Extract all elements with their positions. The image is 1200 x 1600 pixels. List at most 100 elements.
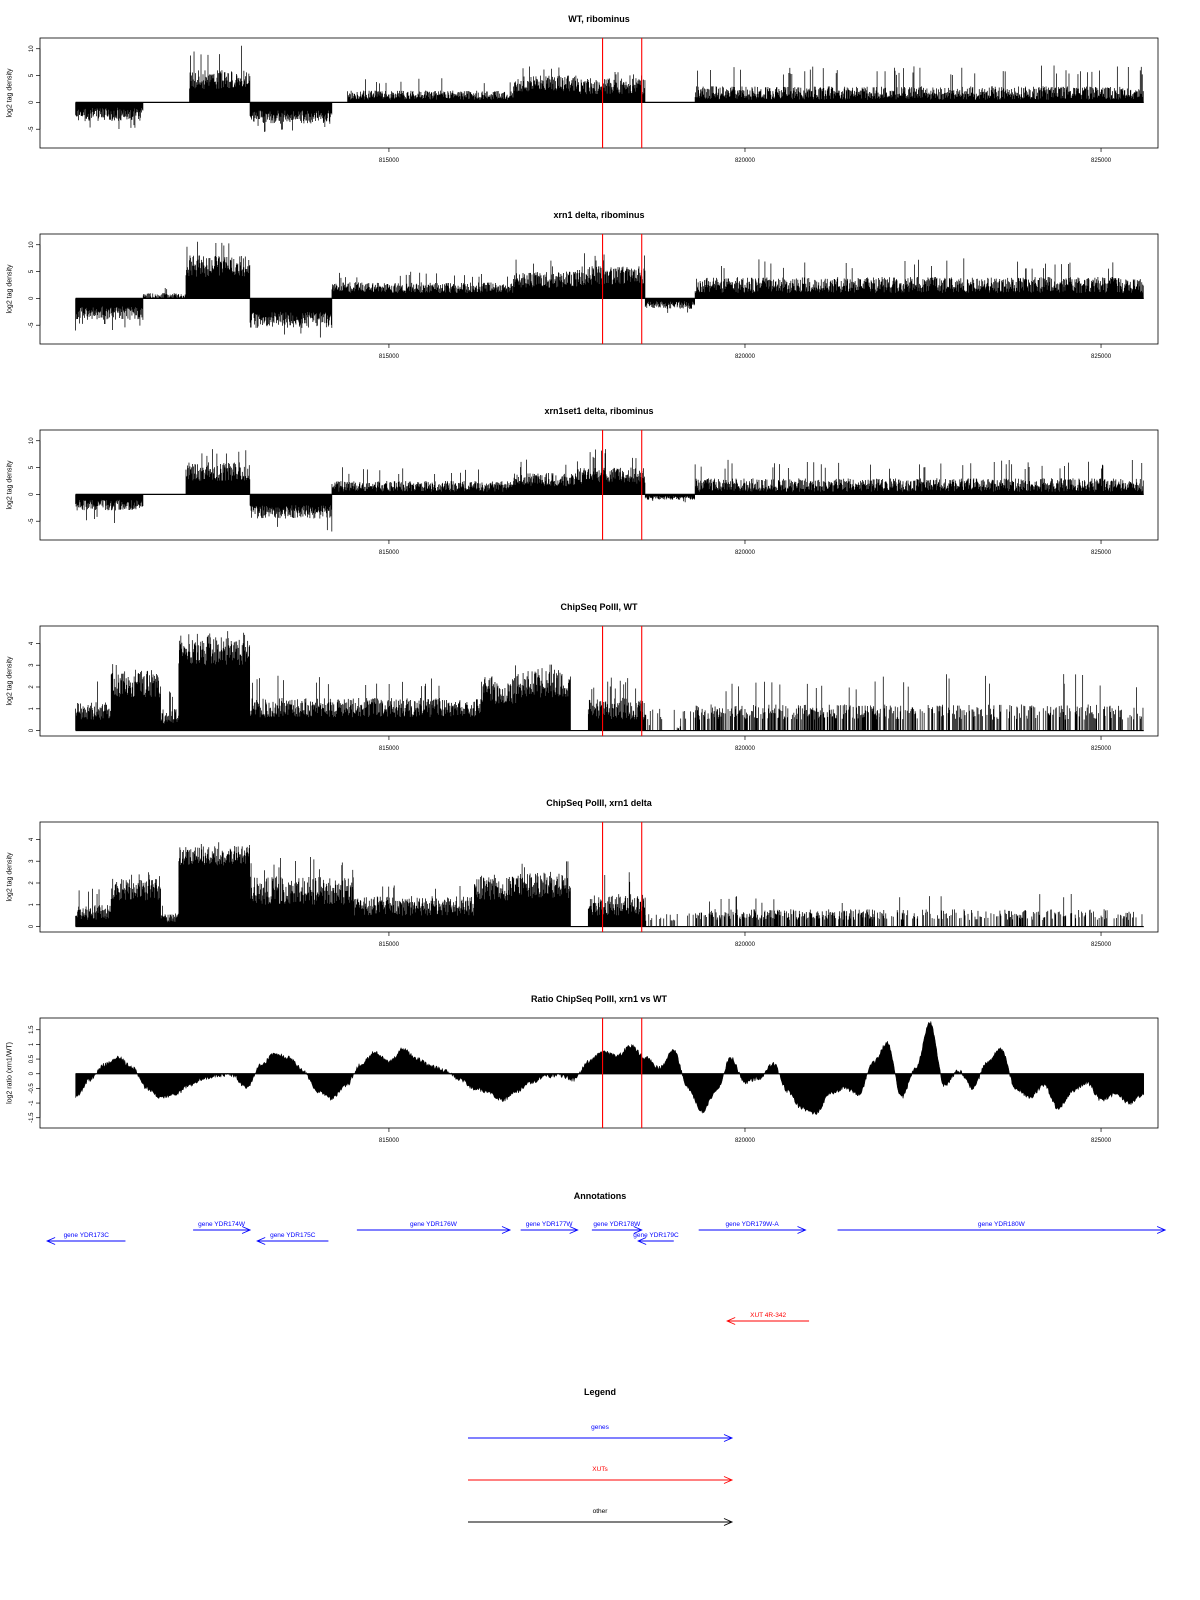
chart-panel-1: WT, ribominus -5 0 5 10 log2 tag density 81500… — [7, 14, 1159, 164]
legend: Legend genes XUTs other — [468, 1387, 734, 1526]
y-tick-label: 3 — [29, 663, 35, 667]
x-tick-label: 825000 — [1091, 1138, 1112, 1144]
y-tick-label: 0 — [29, 100, 35, 104]
y-tick-label: -1 — [29, 1100, 35, 1106]
density-bars — [75, 842, 1143, 927]
x-tick-label: 820000 — [735, 746, 756, 752]
chart-panel-2: xrn1 delta, ribominus -5 0 5 10 log2 tag dens… — [7, 210, 1159, 360]
y-axis-label: log2 tag density — [7, 656, 14, 706]
y-axis-label: log2 tag density — [7, 460, 14, 510]
y-axis: -5 0 5 10 log2 tag density — [7, 437, 41, 524]
gene-label: gene YDR176W — [410, 1221, 458, 1228]
chart-title: Ratio ChipSeq PolII, xrn1 vs WT — [531, 994, 668, 1004]
density-bars — [75, 45, 1144, 132]
x-axis: 815000 820000 825000 — [379, 1128, 1112, 1144]
chart-title: xrn1 delta, ribominus — [553, 210, 644, 220]
y-tick-label: 0 — [29, 492, 35, 496]
legend-label: XUTs — [592, 1466, 608, 1473]
gene-arrow: gene YDR174W — [193, 1221, 252, 1234]
gene-arrow: gene YDR177W — [520, 1221, 579, 1234]
y-tick-label: 5 — [29, 73, 35, 77]
legend-item-other: other — [468, 1508, 734, 1526]
y-tick-label: 10 — [29, 437, 35, 444]
y-tick-label: 0 — [29, 296, 35, 300]
gene-label: gene YDR178W — [593, 1221, 641, 1228]
chart-title: ChipSeq PolII, WT — [561, 602, 638, 612]
x-axis: 815000 820000 825000 — [379, 344, 1112, 360]
gene-label: gene YDR177W — [526, 1221, 574, 1228]
legend-item-xut: XUTs — [468, 1466, 734, 1484]
y-tick-label: 0 — [29, 728, 35, 732]
data-series — [75, 631, 1144, 732]
y-tick-label: 1.5 — [29, 1025, 35, 1034]
x-axis: 815000 820000 825000 — [379, 540, 1112, 556]
gene-arrow: gene YDR173C — [45, 1232, 126, 1245]
y-axis: -5 0 5 10 log2 tag density — [7, 45, 41, 132]
x-tick-label: 825000 — [1091, 942, 1112, 948]
legend-title: Legend — [584, 1387, 616, 1397]
x-tick-label: 815000 — [379, 158, 400, 164]
data-series — [75, 45, 1144, 132]
x-tick-label: 825000 — [1091, 354, 1112, 360]
x-axis: 815000 820000 825000 — [379, 932, 1112, 948]
y-axis-label: log2 tag density — [7, 68, 14, 118]
gene-label: gene YDR174W — [198, 1221, 246, 1228]
y-axis: 0 1 2 3 4 log2 tag density — [7, 641, 41, 732]
annotations-track: Annotations gene YDR173C gene YDR174W gene … — [45, 1191, 1167, 1325]
y-axis: 0 1 2 3 4 log2 tag density — [7, 837, 41, 928]
density-bars — [75, 241, 1144, 338]
gene-arrow: gene YDR179W-A — [698, 1221, 807, 1234]
y-axis-label: log2 tag density — [7, 852, 14, 902]
y-tick-label: -0.5 — [29, 1083, 35, 1094]
y-tick-label: 5 — [29, 269, 35, 273]
x-tick-label: 815000 — [379, 550, 400, 556]
x-tick-label: 820000 — [735, 354, 756, 360]
gene-arrow: gene YDR175C — [256, 1232, 329, 1245]
chart-panel-6: Ratio ChipSeq PolII, xrn1 vs WT -1.5 -1 -0.… — [7, 994, 1159, 1144]
y-axis-label: log2 ratio (xrn1/WT) — [7, 1042, 14, 1104]
y-axis-label: log2 tag density — [7, 264, 14, 314]
y-tick-label: 4 — [29, 837, 35, 841]
x-tick-label: 815000 — [379, 354, 400, 360]
y-tick-label: 10 — [29, 45, 35, 52]
data-series — [75, 842, 1144, 928]
gene-label: gene YDR179W-A — [725, 1221, 779, 1228]
y-tick-label: 0 — [29, 1071, 35, 1075]
annotations-title: Annotations — [574, 1191, 627, 1201]
x-axis: 815000 820000 825000 — [379, 736, 1112, 752]
gene-arrow: gene YDR176W — [356, 1221, 512, 1234]
x-tick-label: 815000 — [379, 942, 400, 948]
gene-arrow: gene YDR180W — [837, 1221, 1167, 1234]
xut-label: XUT 4R-342 — [750, 1312, 786, 1319]
y-axis: -5 0 5 10 log2 tag density — [7, 241, 41, 328]
ratio-area — [75, 1021, 1145, 1116]
chart-panel-5: ChipSeq PolII, xrn1 delta 0 1 2 3 4 log2 tag d… — [7, 798, 1159, 948]
x-tick-label: 825000 — [1091, 158, 1112, 164]
y-tick-label: 10 — [29, 241, 35, 248]
gene-label: gene YDR173C — [64, 1232, 110, 1239]
legend-label: other — [593, 1508, 609, 1515]
y-tick-label: -5 — [29, 126, 35, 132]
y-tick-label: 4 — [29, 641, 35, 645]
chart-panel-3: xrn1set1 delta, ribominus -5 0 5 10 log2 tag … — [7, 406, 1159, 556]
y-tick-label: 0.5 — [29, 1054, 35, 1063]
x-axis: 815000 820000 825000 — [379, 148, 1112, 164]
data-series — [75, 1021, 1145, 1116]
density-bars — [75, 631, 1144, 731]
data-series — [75, 241, 1144, 338]
legend-item-gene: genes — [468, 1424, 734, 1442]
x-tick-label: 815000 — [379, 1138, 400, 1144]
legend-label: genes — [591, 1424, 609, 1431]
y-tick-label: 5 — [29, 465, 35, 469]
density-bars — [75, 449, 1144, 532]
y-tick-label: 1 — [29, 902, 35, 906]
xut-arrow: XUT 4R-342 — [726, 1312, 810, 1325]
gene-label: gene YDR175C — [270, 1232, 316, 1239]
y-tick-label: -5 — [29, 518, 35, 524]
y-tick-label: -5 — [29, 322, 35, 328]
gene-arrow: gene YDR178W — [591, 1221, 643, 1234]
chart-title: xrn1set1 delta, ribominus — [544, 406, 653, 416]
y-tick-label: 1 — [29, 1042, 35, 1046]
y-tick-label: 0 — [29, 924, 35, 928]
